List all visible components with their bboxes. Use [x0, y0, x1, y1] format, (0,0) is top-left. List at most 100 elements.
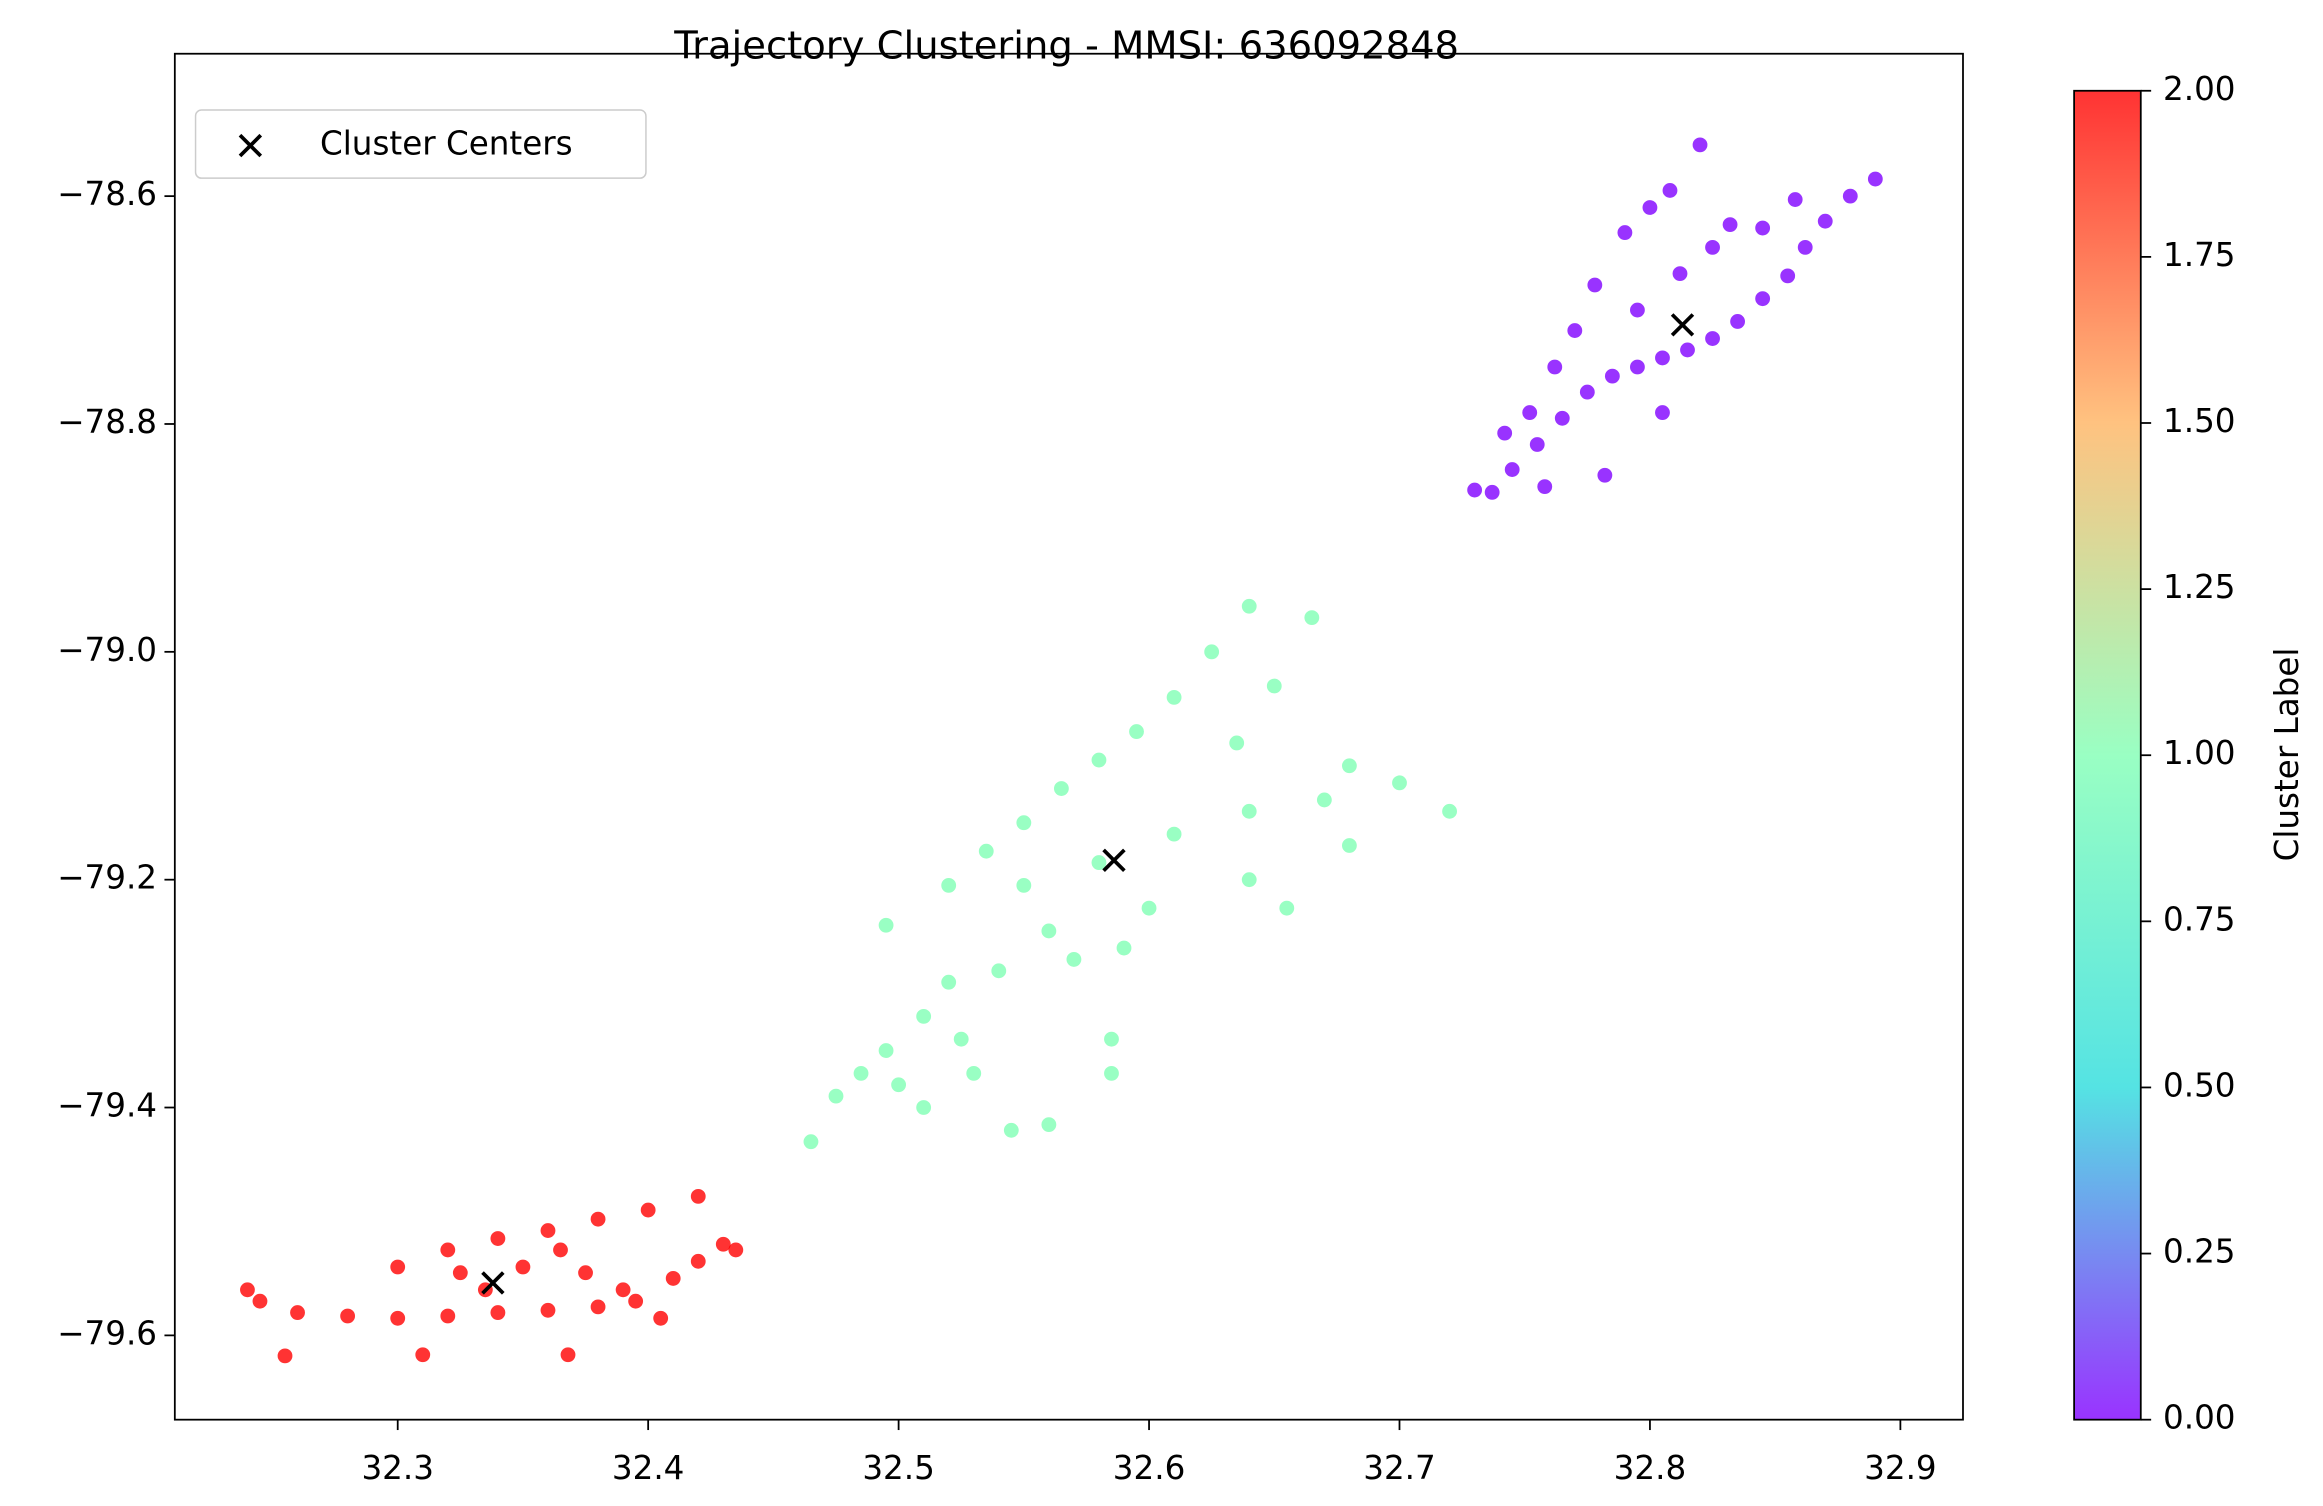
- point: [916, 1008, 932, 1024]
- point: [540, 1223, 556, 1238]
- legend-marker: [238, 133, 263, 158]
- plot-area: [240, 137, 1883, 1364]
- point: [553, 1242, 568, 1258]
- point: [653, 1310, 669, 1326]
- point: [1662, 183, 1678, 198]
- colorbar: [2073, 89, 2142, 1421]
- marker-stroke: [1102, 848, 1126, 872]
- point: [1692, 137, 1708, 153]
- point: [665, 1271, 681, 1286]
- point: [1104, 1065, 1119, 1081]
- point: [1279, 900, 1295, 916]
- colorbar-tick-label: 0.00: [2163, 1399, 2236, 1437]
- point: [490, 1231, 506, 1246]
- chart-title: Trajectory Clustering - MMSI: 636092848: [673, 23, 1459, 68]
- y-tick-label: −79.0: [57, 631, 157, 669]
- point: [1204, 644, 1220, 660]
- cluster-center: [481, 1271, 505, 1295]
- point: [590, 1299, 606, 1315]
- point: [953, 1031, 969, 1047]
- point: [1587, 277, 1603, 293]
- point: [1316, 792, 1332, 808]
- point: [390, 1310, 406, 1326]
- point: [891, 1077, 907, 1093]
- x-tick-label: 32.7: [1363, 1449, 1436, 1487]
- point: [1504, 462, 1520, 477]
- point: [640, 1202, 656, 1218]
- point: [1442, 803, 1457, 819]
- point: [1341, 758, 1357, 774]
- point: [1066, 952, 1082, 967]
- point: [1642, 200, 1658, 215]
- point: [490, 1305, 506, 1320]
- point: [1166, 826, 1182, 842]
- point: [1091, 752, 1107, 768]
- point: [991, 963, 1007, 979]
- colorbar-label: Cluster Label: [2268, 648, 2306, 862]
- point: [1780, 268, 1796, 284]
- point: [966, 1065, 982, 1081]
- marker-stroke: [481, 1271, 505, 1295]
- point: [1554, 410, 1570, 426]
- point: [1604, 368, 1620, 384]
- point: [515, 1259, 531, 1275]
- point: [1817, 213, 1833, 229]
- point: [1617, 225, 1633, 240]
- point: [916, 1100, 932, 1115]
- point: [690, 1188, 706, 1204]
- colorbar-tick-label: 1.75: [2163, 236, 2236, 274]
- cluster-center: [1102, 848, 1126, 872]
- point: [390, 1259, 406, 1275]
- colorbar-tick-label: 1.00: [2163, 734, 2236, 772]
- point: [1705, 331, 1720, 346]
- colorbar-tick-label: 1.25: [2163, 568, 2236, 606]
- point: [1867, 171, 1883, 187]
- colorbar-tick-label: 0.75: [2163, 900, 2236, 938]
- point: [1016, 877, 1032, 893]
- point: [690, 1253, 706, 1269]
- point: [1579, 384, 1595, 400]
- point: [1787, 192, 1803, 207]
- point: [1755, 291, 1771, 307]
- point: [252, 1293, 268, 1309]
- colorbar-tick-label: 0.25: [2163, 1233, 2236, 1271]
- point: [715, 1236, 731, 1252]
- point: [941, 877, 957, 893]
- point: [1630, 302, 1645, 318]
- point: [1522, 405, 1538, 420]
- point: [1129, 724, 1144, 739]
- point: [1484, 484, 1500, 500]
- point: [415, 1347, 431, 1363]
- colorbar-tick-label: 0.50: [2163, 1066, 2236, 1104]
- point: [440, 1242, 456, 1258]
- point: [1680, 342, 1695, 358]
- point: [452, 1265, 468, 1281]
- point: [1041, 1117, 1057, 1133]
- marker-stroke: [1670, 313, 1695, 337]
- point: [1547, 359, 1563, 375]
- y-tick-label: −78.6: [57, 175, 157, 213]
- x-tick-label: 32.9: [1864, 1449, 1937, 1487]
- x-tick-label: 32.8: [1614, 1449, 1687, 1487]
- point: [277, 1348, 293, 1364]
- point: [803, 1134, 819, 1150]
- point: [628, 1293, 644, 1309]
- colorbar-tick-label: 1.50: [2163, 402, 2236, 440]
- point: [1730, 314, 1746, 329]
- point: [1705, 239, 1720, 255]
- marker-stroke: [238, 133, 263, 158]
- point: [340, 1308, 356, 1324]
- point: [1567, 323, 1583, 338]
- point: [878, 1043, 894, 1058]
- y-tick-label: −79.2: [57, 859, 157, 897]
- point: [1116, 940, 1132, 956]
- legend-label: Cluster Centers: [320, 125, 573, 163]
- point: [1842, 188, 1858, 204]
- point: [240, 1282, 255, 1298]
- point: [941, 974, 957, 990]
- point: [540, 1302, 556, 1318]
- y-tick-label: −78.8: [57, 403, 157, 441]
- point: [1467, 482, 1483, 498]
- y-tick-label: −79.6: [57, 1314, 157, 1352]
